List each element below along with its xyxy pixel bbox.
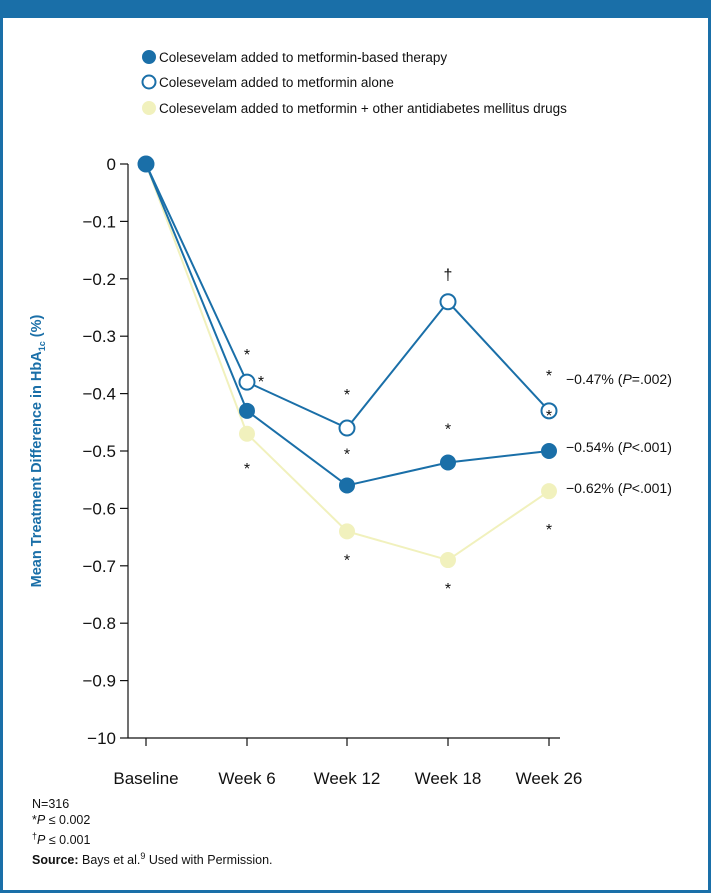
legend-label: Colesevelam added to metformin-based the… <box>159 50 447 65</box>
data-point <box>339 523 355 540</box>
significance-marker: * <box>546 522 552 539</box>
significance-marker: * <box>546 368 552 385</box>
source-note: Source: Bays et al.9 Used with Permissio… <box>32 851 273 868</box>
y-tick-label: −0.9 <box>82 672 116 691</box>
y-tick-label: 0 <box>107 155 116 174</box>
data-point <box>238 373 256 391</box>
y-tick-label: −0.2 <box>82 270 116 289</box>
significance-marker: * <box>344 552 350 569</box>
legend-label: Colesevelam added to metformin alone <box>159 75 394 90</box>
significance-marker: * <box>445 421 451 438</box>
significance-marker: * <box>344 446 350 463</box>
x-tick-label: Week 6 <box>218 769 275 788</box>
significance-marker: * <box>258 374 264 391</box>
x-tick-label: Week 18 <box>415 769 482 788</box>
sample-size-note: N=316 <box>32 797 70 811</box>
data-point <box>440 552 456 569</box>
end-value-label: −0.47% (P=.002) <box>566 371 672 387</box>
significance-marker: * <box>546 408 552 425</box>
data-point <box>440 454 456 471</box>
end-value-label: −0.54% (P<.001) <box>566 439 672 455</box>
data-point <box>239 402 255 419</box>
x-tick-label: Baseline <box>113 769 178 788</box>
data-point <box>138 156 154 172</box>
legend-marker <box>141 74 157 90</box>
significance-marker: † <box>444 267 453 284</box>
significance-marker: * <box>244 461 250 478</box>
significance-marker: * <box>244 347 250 364</box>
x-tick-label: Week 26 <box>516 769 583 788</box>
y-tick-label: −10 <box>87 729 116 748</box>
x-tick-label: Week 12 <box>314 769 381 788</box>
data-point <box>439 293 457 311</box>
data-point <box>541 443 557 459</box>
y-tick-label: −0.8 <box>82 614 116 633</box>
y-tick-label: −0.1 <box>82 212 116 231</box>
legend-label: Colesevelam added to metformin + other a… <box>159 101 567 116</box>
data-point <box>540 402 558 420</box>
series-line <box>145 163 550 562</box>
data-point <box>541 483 557 500</box>
end-value-label: −0.62% (P<.001) <box>566 480 672 496</box>
data-point <box>338 419 356 437</box>
y-tick-label: −0.7 <box>82 557 116 576</box>
y-axis-title: Mean Treatment Difference in HbA1c (%) <box>29 315 47 588</box>
data-point <box>239 425 255 442</box>
y-tick-label: −0.5 <box>82 442 116 461</box>
top-banner <box>0 0 711 18</box>
p-note-1: *P ≤ 0.002 <box>32 813 91 827</box>
legend-marker <box>142 50 156 64</box>
legend-marker <box>142 101 156 115</box>
significance-marker: * <box>344 387 350 404</box>
y-tick-label: −0.3 <box>82 327 116 346</box>
y-tick-label: −0.4 <box>82 385 116 404</box>
footnotes: N=316 *P ≤ 0.002 †P ≤ 0.001 Source: Bays… <box>32 796 273 868</box>
data-point <box>339 477 355 494</box>
significance-marker: * <box>445 581 451 598</box>
p-note-2: †P ≤ 0.001 <box>32 831 91 848</box>
y-tick-label: −0.6 <box>82 499 116 518</box>
